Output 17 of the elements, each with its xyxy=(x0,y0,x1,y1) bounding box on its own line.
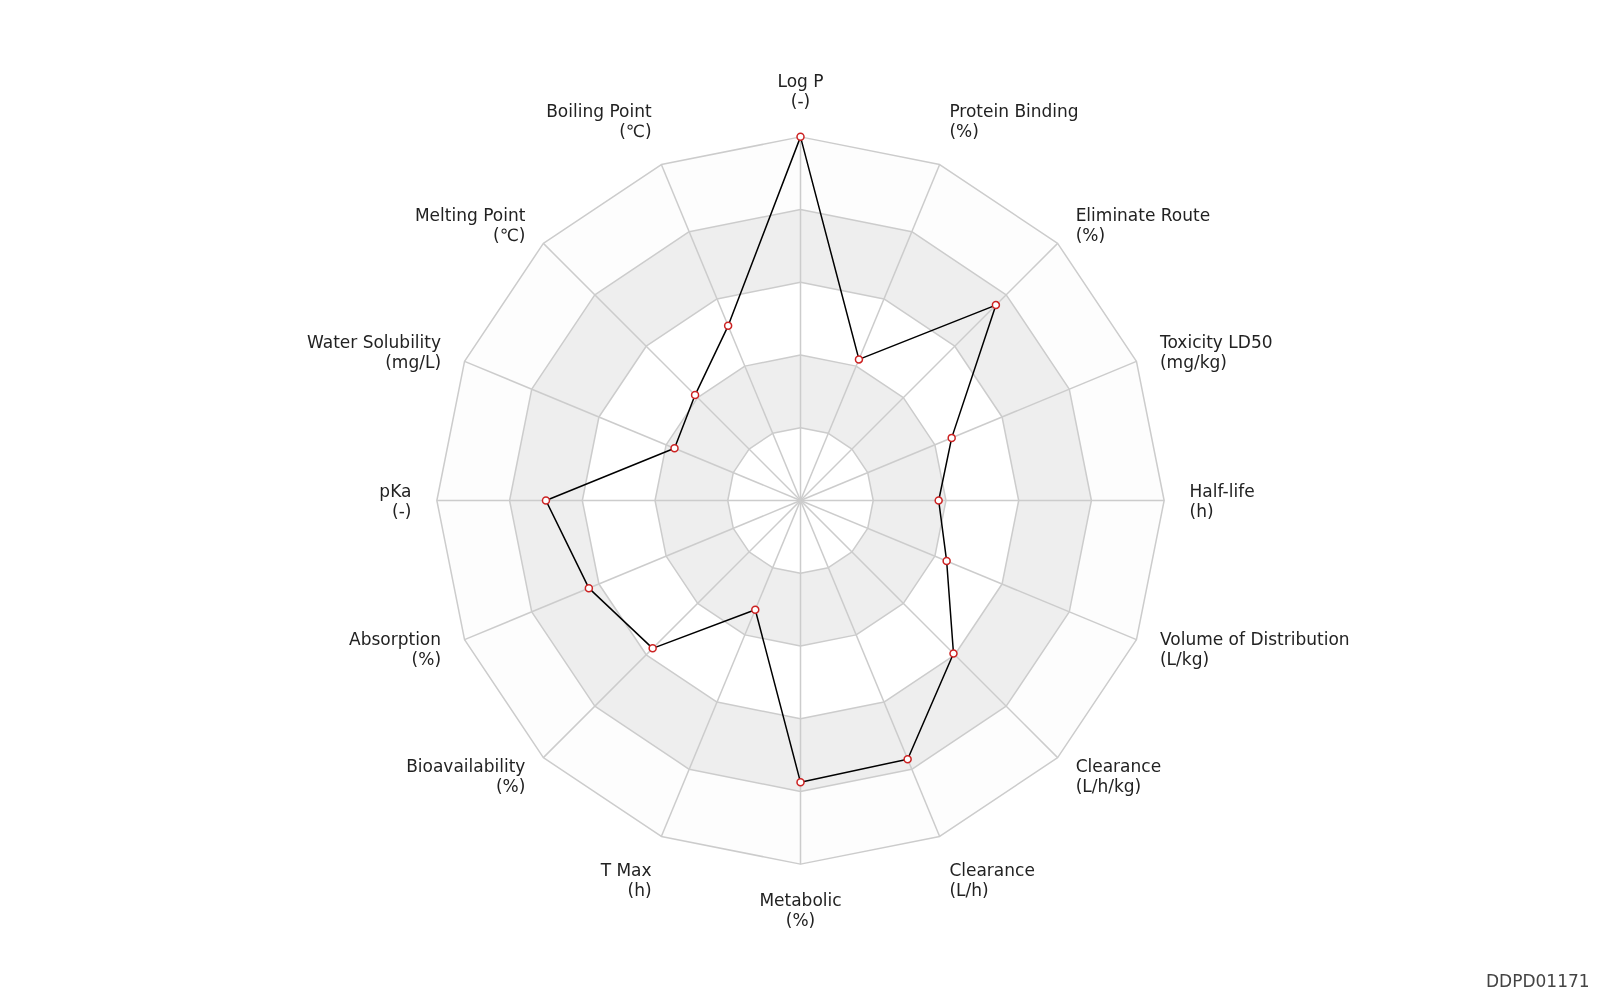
spoke-label: Volume of Distribution (L/kg) xyxy=(1159,629,1350,670)
spoke-label: Boiling Point (℃) xyxy=(546,101,652,142)
spoke-label: Clearance (L/h) xyxy=(949,859,1035,900)
spoke-label: Clearance (L/h/kg) xyxy=(1075,755,1162,796)
spoke-label: Metabolic (%) xyxy=(759,889,842,930)
spoke-label: Melting Point (℃) xyxy=(414,205,526,246)
spoke-label: Water Solubility (mg/L) xyxy=(306,331,442,372)
spoke-label: Log P (-) xyxy=(777,71,824,112)
spoke-label: T Max (h) xyxy=(599,859,652,900)
spoke-label: Half-life (h) xyxy=(1189,480,1255,521)
text: DDPD01171 xyxy=(1485,971,1590,992)
spoke-label: pKa (-) xyxy=(379,480,412,521)
spoke-label: Bioavailability (%) xyxy=(406,755,526,796)
spoke-label: Absorption (%) xyxy=(349,629,442,670)
spoke-label: Protein Binding (%) xyxy=(949,101,1079,142)
spoke-label: Toxicity LD50 (mg/kg) xyxy=(1158,331,1273,372)
spoke-label: Eliminate Route (%) xyxy=(1075,205,1211,246)
